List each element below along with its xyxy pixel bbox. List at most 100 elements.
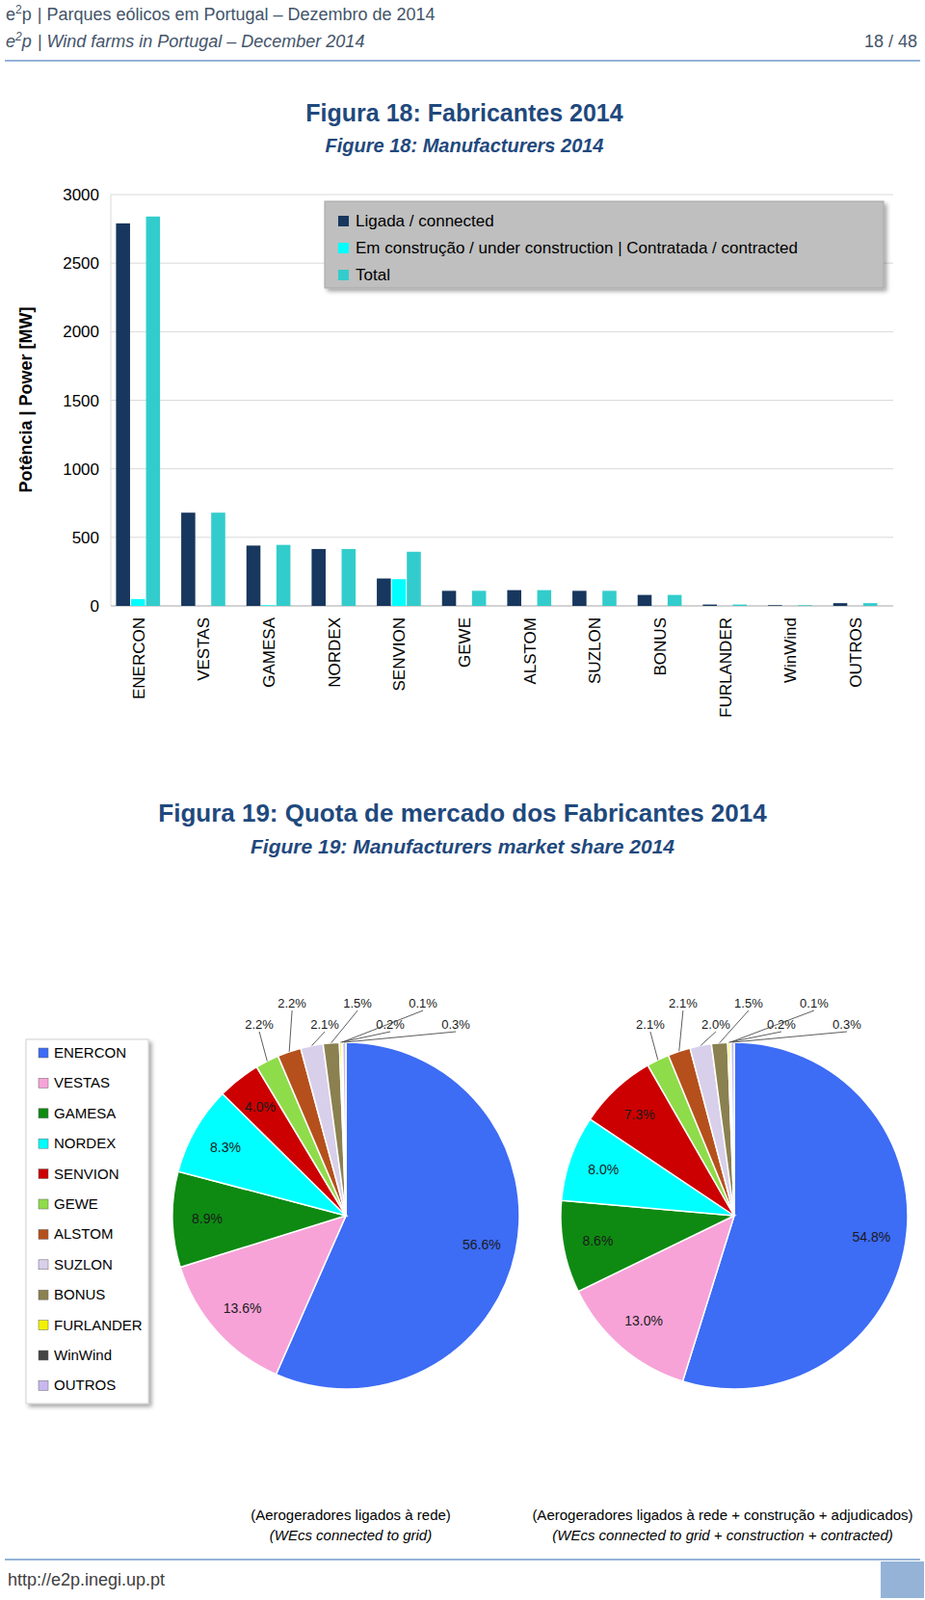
legend-label: BONUS [53, 1286, 106, 1303]
x-tick-label: ENERCON [130, 617, 149, 700]
data-label: 7.3% [624, 1107, 656, 1123]
data-label: 0.3% [832, 1017, 862, 1032]
data-label: 0.1% [799, 996, 829, 1011]
y-tick-label: 0 [90, 597, 100, 616]
grid-line [110, 399, 894, 401]
data-label: 2.2% [244, 1017, 274, 1032]
legend-swatch [38, 1290, 49, 1300]
legend-swatch [38, 1048, 49, 1058]
bar [246, 545, 262, 607]
legend-swatch [38, 1321, 49, 1331]
bar [342, 549, 357, 607]
data-label: 0.3% [441, 1017, 471, 1032]
pie-slice [731, 1042, 735, 1216]
bar [276, 545, 291, 607]
leader-line [679, 1010, 684, 1052]
bar [211, 512, 226, 607]
legend-swatch [338, 242, 349, 254]
data-label: 0.1% [408, 996, 438, 1011]
legend-swatch [38, 1199, 49, 1210]
grid-line [110, 194, 894, 196]
bar [652, 606, 667, 608]
bar [311, 549, 326, 607]
bar [522, 606, 537, 608]
logo: p [22, 4, 32, 25]
chart-title: Figura 19: Quota de mercado dos Fabrican… [158, 798, 767, 828]
bar [442, 590, 457, 607]
legend-swatch [338, 215, 349, 227]
legend-label: FURLANDER [53, 1317, 143, 1334]
pie-slice [343, 1042, 346, 1216]
bar [196, 606, 212, 608]
bar [506, 590, 522, 607]
bar [602, 590, 617, 607]
bar [783, 606, 798, 608]
header-line: e2p| Parques eólicos em Portugal – Dezem… [5, 2, 436, 25]
legend-swatch [38, 1380, 49, 1391]
legend-box [26, 1039, 149, 1404]
leader-line [650, 1031, 659, 1060]
bar [115, 223, 131, 607]
bar [181, 512, 196, 607]
bar [376, 579, 392, 607]
y-tick-label: 2000 [62, 322, 100, 342]
data-label: 8.0% [587, 1162, 619, 1178]
x-tick-label: GEWE [455, 617, 475, 668]
bar [406, 552, 422, 607]
bar [863, 603, 878, 607]
pie-slice [729, 1042, 735, 1216]
page: e2p| Parques eólicos em Portugal – Dezem… [0, 0, 925, 1600]
legend-label: WinWind [53, 1347, 112, 1364]
y-tick-label: 1500 [62, 392, 100, 411]
x-tick-label: BONUS [651, 617, 670, 676]
data-label: 2.1% [635, 1017, 665, 1032]
leader-line [343, 1031, 456, 1043]
legend-label: GEWE [53, 1195, 99, 1213]
pie-caption: (Aerogeradores ligados à rede + construç… [531, 1506, 913, 1524]
footer-url: http://e2p.inegi.up.pt [7, 1570, 165, 1590]
y-axis-label: Potência | Power [MW] [16, 306, 36, 493]
footer-rule [4, 1559, 921, 1561]
leader-line [730, 1010, 815, 1043]
bar [717, 606, 733, 608]
legend-box [324, 201, 884, 289]
y-tick-label: 2500 [62, 254, 100, 273]
x-tick-label: VESTAS [194, 617, 213, 682]
data-label: 2.0% [701, 1017, 731, 1032]
data-label: 56.6% [462, 1237, 502, 1253]
legend-label: Total [355, 265, 391, 285]
chart-title: Figura 18: Fabricantes 2014 [305, 99, 623, 127]
data-label: 8.9% [191, 1211, 223, 1227]
pie-slice [711, 1042, 735, 1216]
bar [456, 606, 472, 608]
bar [667, 595, 683, 607]
page-number: 18 / 48 [864, 31, 918, 52]
legend-swatch [38, 1350, 49, 1361]
footer-box [880, 1561, 925, 1599]
x-tick-label: SUZLON [585, 617, 605, 685]
data-label: 4.0% [244, 1099, 276, 1115]
legend-label: SUZLON [53, 1256, 113, 1273]
logo: p [21, 31, 32, 52]
pie-slice [322, 1042, 346, 1216]
logo: e [5, 31, 16, 52]
data-label: 13.6% [223, 1300, 263, 1317]
legend-label: VESTAS [53, 1074, 110, 1091]
bar [637, 595, 653, 607]
pie-caption: (Aerogeradores ligados à rede) [250, 1506, 451, 1524]
y-tick-label: 3000 [62, 185, 100, 205]
legend-label: GAMESA [53, 1105, 116, 1122]
legend-label: Ligada / connected [355, 211, 495, 231]
bar [797, 605, 813, 607]
chart-subtitle: Figure 18: Manufacturers 2014 [325, 134, 605, 157]
bar [392, 579, 407, 607]
bar [733, 605, 748, 607]
leader-line [719, 1010, 749, 1044]
legend-swatch [38, 1260, 49, 1270]
legend-label: ALSTOM [53, 1225, 113, 1243]
bar [847, 606, 863, 608]
pie-slice [339, 1042, 346, 1216]
legend-swatch [38, 1138, 49, 1149]
data-label: 1.5% [734, 996, 764, 1011]
leader-line [259, 1031, 267, 1062]
